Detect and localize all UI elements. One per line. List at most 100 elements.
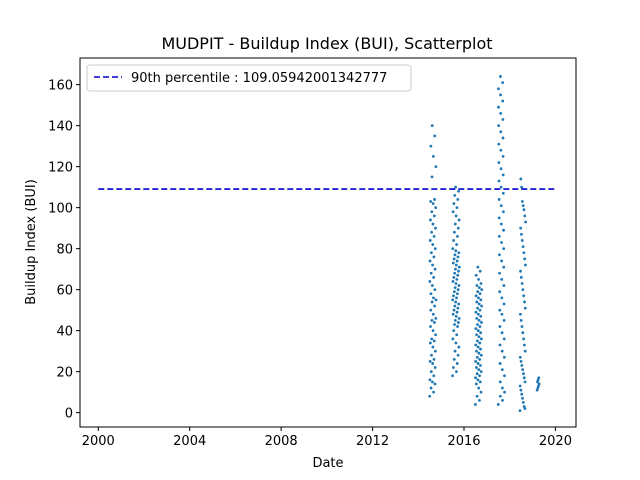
data-point <box>474 343 478 347</box>
data-point <box>455 206 459 210</box>
data-point <box>498 380 502 384</box>
data-point <box>501 386 504 390</box>
data-point <box>474 327 478 330</box>
data-point <box>451 280 455 283</box>
data-point <box>455 259 459 263</box>
data-point <box>476 378 480 382</box>
data-point <box>520 364 524 367</box>
data-point <box>429 144 433 148</box>
data-point <box>500 241 503 244</box>
data-point <box>501 99 505 103</box>
data-point <box>453 286 457 289</box>
data-point <box>523 380 527 384</box>
data-point <box>428 360 432 363</box>
data-point <box>433 382 437 386</box>
data-point <box>479 390 483 394</box>
data-point <box>497 124 501 128</box>
data-point <box>431 329 435 333</box>
data-point <box>476 323 479 326</box>
y-tick-label: 40 <box>56 325 73 340</box>
data-point <box>502 302 506 306</box>
data-point <box>499 185 503 189</box>
data-point <box>498 394 502 398</box>
data-point <box>519 275 523 279</box>
data-point <box>522 376 526 380</box>
data-point <box>496 403 500 406</box>
data-point <box>477 368 481 371</box>
data-point <box>503 390 506 394</box>
data-point <box>430 300 434 304</box>
data-point <box>498 362 502 365</box>
data-point <box>501 173 505 177</box>
data-point <box>457 345 461 349</box>
data-point <box>476 362 480 365</box>
data-point <box>456 273 460 277</box>
data-point <box>479 337 483 341</box>
data-point <box>523 214 527 218</box>
data-point <box>455 310 459 314</box>
data-point <box>431 155 435 158</box>
data-point <box>454 249 458 253</box>
data-point <box>452 308 456 312</box>
data-point <box>433 321 436 324</box>
data-point <box>537 376 541 380</box>
data-point <box>453 193 457 197</box>
data-point <box>477 302 481 306</box>
data-point <box>452 357 456 361</box>
data-point <box>457 189 460 193</box>
data-point <box>502 337 506 341</box>
data-point <box>456 288 460 292</box>
data-point <box>520 239 524 242</box>
data-point <box>474 360 478 363</box>
y-tick-label: 140 <box>48 120 73 135</box>
data-point <box>520 282 524 285</box>
data-point <box>500 296 504 300</box>
data-point <box>476 312 480 316</box>
data-point <box>519 269 522 273</box>
data-point <box>518 384 522 388</box>
data-point <box>523 300 526 304</box>
data-point <box>452 257 456 261</box>
data-point <box>500 368 504 371</box>
data-point <box>434 316 438 320</box>
data-point <box>475 300 479 304</box>
data-point <box>430 230 433 234</box>
data-point <box>456 198 460 201</box>
y-axis-label: Buildup Index (BUI) <box>24 179 39 305</box>
data-point <box>520 392 524 396</box>
legend-label: 90th percentile : 109.05942001342777 <box>131 71 387 86</box>
data-point <box>500 312 504 316</box>
data-point <box>497 198 501 201</box>
data-point <box>451 374 454 378</box>
data-point <box>519 388 523 392</box>
data-point <box>453 349 457 353</box>
data-point <box>474 310 478 314</box>
data-point <box>475 394 479 398</box>
data-point <box>453 319 457 322</box>
data-point <box>501 81 505 84</box>
data-point <box>429 251 433 255</box>
legend-box <box>86 64 412 92</box>
data-point <box>498 290 502 294</box>
data-point <box>478 398 481 402</box>
data-point <box>502 265 506 269</box>
y-tick-label: 20 <box>56 366 73 381</box>
data-point <box>451 210 455 214</box>
data-point <box>452 294 455 298</box>
data-point <box>522 208 526 212</box>
data-point <box>430 124 434 128</box>
data-point <box>502 247 506 251</box>
data-point <box>521 245 525 249</box>
data-point <box>502 355 506 359</box>
data-point <box>430 175 434 179</box>
data-point <box>479 353 483 357</box>
data-point <box>523 306 527 310</box>
data-point <box>478 341 482 345</box>
data-point <box>522 343 526 347</box>
data-point <box>430 337 434 341</box>
data-point <box>457 284 461 287</box>
x-tick-label: 2020 <box>539 434 572 449</box>
data-point <box>453 253 457 257</box>
data-point <box>478 308 482 312</box>
data-point <box>428 239 432 242</box>
